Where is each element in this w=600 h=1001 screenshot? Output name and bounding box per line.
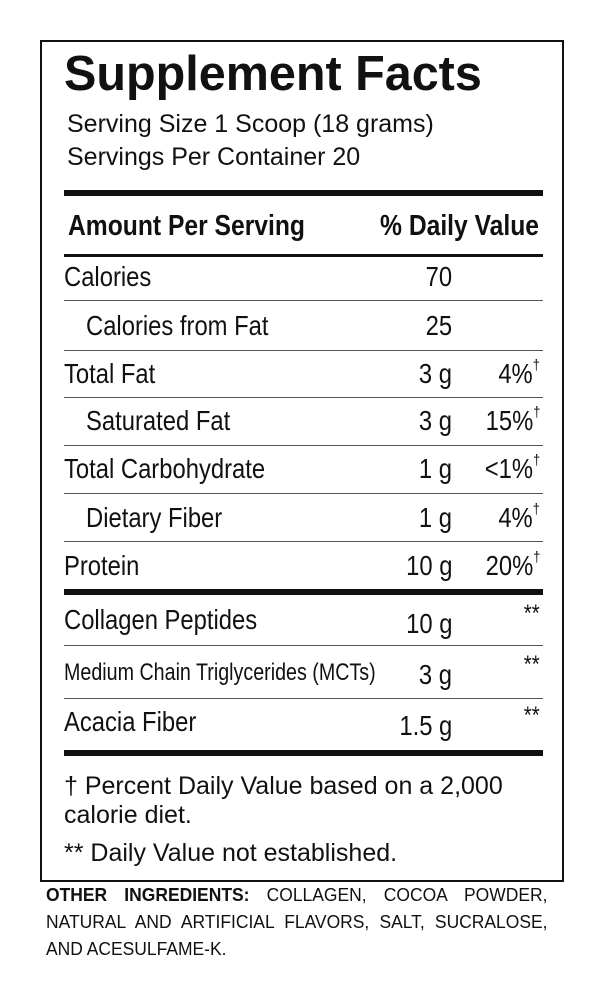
- ingredients-text: COLLAGEN, COCOA POWDER, NATURAL AND ARTI…: [46, 885, 548, 959]
- rule: [64, 645, 543, 646]
- rule: [64, 190, 543, 196]
- rule: [64, 589, 543, 595]
- row-label: Saturated Fat: [86, 405, 231, 436]
- rule: [64, 541, 543, 542]
- footnote: † Percent Daily Value based on a 2,000 c…: [64, 772, 503, 829]
- row-amount: 3 g: [418, 659, 452, 690]
- row-daily-value: 4%†: [498, 501, 540, 533]
- row-amount: 25: [425, 310, 452, 341]
- dagger: †: [532, 404, 540, 421]
- row-daily-value: <1%†: [484, 452, 540, 484]
- row-label: Acacia Fiber: [64, 706, 197, 737]
- rule: [64, 397, 543, 398]
- row-daily-value: **: [524, 653, 540, 677]
- row-label: Protein: [64, 550, 140, 581]
- header-amount: Amount Per Serving: [68, 210, 305, 242]
- daily-value-text: **: [524, 651, 540, 678]
- facts-panel: [40, 40, 564, 882]
- daily-value-text: <1%: [484, 453, 533, 484]
- row-amount: 1.5 g: [399, 710, 452, 741]
- servings-per-container: Servings Per Container 20: [67, 143, 361, 171]
- row-daily-value: 20%†: [485, 549, 540, 581]
- row-amount: 3 g: [418, 405, 452, 436]
- rule: [64, 698, 543, 699]
- other-ingredients: OTHER INGREDIENTS: COLLAGEN, COCOA POWDE…: [46, 882, 547, 963]
- row-label: Total Fat: [64, 358, 156, 389]
- row-amount: 1 g: [418, 453, 452, 484]
- rule: [64, 254, 543, 257]
- row-label: Collagen Peptides: [64, 604, 258, 635]
- row-label: Dietary Fiber: [86, 502, 223, 533]
- rule: [64, 445, 543, 446]
- row-label: Calories: [64, 261, 152, 292]
- daily-value-text: **: [524, 600, 540, 627]
- header-daily-value: % Daily Value: [380, 210, 539, 242]
- title: Supplement Facts: [64, 47, 482, 101]
- row-label: Calories from Fat: [86, 310, 269, 341]
- rule: [64, 300, 543, 301]
- rule: [64, 493, 543, 494]
- row-label: Total Carbohydrate: [64, 453, 266, 484]
- row-daily-value: **: [524, 602, 540, 626]
- row-daily-value: 4%†: [498, 357, 540, 389]
- ingredients-label: OTHER INGREDIENTS:: [46, 885, 250, 905]
- daily-value-text: 4%: [498, 502, 533, 533]
- serving-size: Serving Size 1 Scoop (18 grams): [67, 110, 434, 138]
- row-label: Medium Chain Triglycerides (MCTs): [64, 659, 376, 686]
- footnote: ** Daily Value not established.: [64, 839, 398, 867]
- row-daily-value: 15%†: [485, 404, 540, 436]
- dagger: †: [532, 357, 540, 374]
- dagger: †: [532, 452, 540, 469]
- daily-value-text: 15%: [485, 405, 533, 436]
- dagger: †: [532, 549, 540, 566]
- row-amount: 1 g: [418, 502, 452, 533]
- rule: [64, 350, 543, 351]
- row-amount: 3 g: [418, 358, 452, 389]
- daily-value-text: 20%: [485, 550, 533, 581]
- dagger: †: [532, 501, 540, 518]
- row-amount: 70: [425, 261, 452, 292]
- rule: [64, 750, 543, 756]
- daily-value-text: 4%: [498, 358, 533, 389]
- row-amount: 10 g: [405, 608, 452, 639]
- row-daily-value: **: [524, 704, 540, 728]
- daily-value-text: **: [524, 702, 540, 729]
- row-amount: 10 g: [405, 550, 452, 581]
